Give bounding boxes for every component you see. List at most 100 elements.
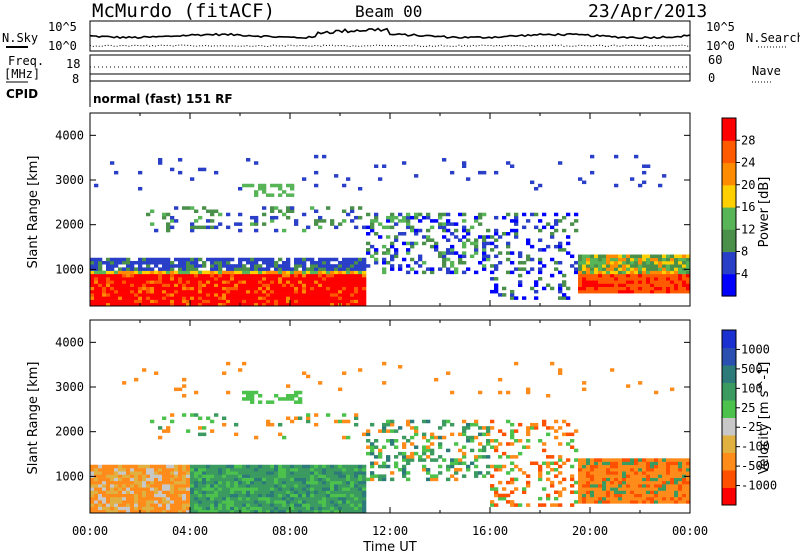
power-cell [406, 215, 411, 220]
power-cell [266, 286, 271, 291]
velocity-cell [270, 477, 275, 482]
velocity-cell [134, 474, 139, 478]
power-cell [274, 280, 279, 284]
power-cell [442, 212, 447, 217]
power-cell [354, 267, 359, 271]
velocity-cell [106, 471, 111, 475]
power-cell [462, 212, 467, 217]
power-cell [538, 260, 543, 265]
power-cell [370, 225, 375, 230]
power-cell [294, 219, 299, 223]
velocity-cell [202, 490, 207, 494]
velocity-cell [666, 471, 671, 475]
power-cell [238, 264, 243, 268]
velocity-cell [358, 477, 363, 482]
velocity-cell [278, 493, 283, 498]
power-cell [210, 270, 215, 275]
velocity-cell [330, 496, 335, 501]
velocity-cell [242, 487, 247, 491]
velocity-cell [678, 493, 683, 498]
velocity-cell [602, 461, 607, 466]
power-cell [226, 277, 231, 281]
velocity-cell [202, 471, 207, 475]
power-cell [210, 219, 215, 223]
velocity-cell [578, 496, 583, 501]
power-cell [214, 267, 219, 271]
power-cell [362, 277, 367, 281]
velocity-cell [666, 493, 671, 498]
power-cell [562, 296, 567, 300]
power-cell [150, 296, 155, 300]
velocity-cell [638, 487, 643, 491]
power-cell [490, 248, 495, 252]
power-cell [462, 244, 467, 249]
power-cell [238, 257, 243, 262]
velocity-cell [302, 480, 307, 485]
velocity-cell [438, 442, 443, 446]
power-cell [302, 212, 307, 217]
power-cell [362, 299, 367, 304]
power-cell [462, 270, 467, 275]
power-cell [302, 289, 307, 294]
velocity-cell [582, 490, 587, 494]
velocity-cell [222, 474, 227, 478]
velocity-cell [310, 471, 315, 475]
velocity-cell [510, 477, 515, 482]
power-cell [162, 267, 167, 271]
velocity-cell [662, 461, 667, 466]
velocity-cell [142, 487, 147, 491]
power-cell [350, 296, 355, 300]
velocity-cell [466, 439, 471, 443]
velocity-cell [538, 471, 543, 475]
velocity-cell [118, 474, 123, 478]
power-cell [338, 286, 343, 291]
power-colorbar-swatch [722, 162, 736, 186]
power-cell [262, 296, 267, 300]
power-cell [186, 257, 191, 262]
power-cell [374, 215, 379, 220]
power-cell [482, 248, 487, 252]
power-cell [394, 222, 399, 226]
power-cell [642, 273, 647, 278]
power-cell [670, 270, 675, 275]
power-cell [426, 228, 431, 233]
power-cell [418, 254, 423, 259]
nsky-trace [89, 27, 691, 40]
power-cell [214, 209, 219, 214]
power-cell [170, 273, 175, 278]
power-cell [370, 244, 375, 249]
velocity-cell [158, 509, 163, 514]
power-cell [462, 241, 467, 246]
velocity-cell [166, 426, 171, 430]
power-cell [610, 267, 615, 271]
power-cell [358, 280, 363, 284]
velocity-cell [218, 464, 223, 469]
power-cell [250, 289, 255, 294]
power-cell [146, 212, 151, 217]
power-cell [358, 277, 363, 281]
velocity-cell [98, 500, 103, 504]
velocity-cell [458, 458, 463, 462]
velocity-cell [166, 506, 171, 511]
velocity-cell [322, 467, 327, 472]
power-cell [166, 225, 171, 230]
velocity-cell [318, 480, 323, 485]
power-cell [274, 289, 279, 294]
velocity-cell [566, 442, 571, 446]
velocity-cell [590, 480, 595, 485]
power-cell [114, 289, 119, 294]
velocity-cell [626, 500, 631, 504]
velocity-cell [250, 500, 255, 504]
power-cell [530, 212, 535, 217]
power-colorbar-tick-label: 28 [741, 133, 755, 147]
power-cell [342, 209, 347, 214]
velocity-cell [498, 429, 503, 433]
power-cell [606, 289, 611, 294]
velocity-cell [526, 480, 531, 485]
velocity-cell [230, 490, 235, 494]
velocity-cell [270, 506, 275, 511]
power-cell [194, 257, 199, 262]
velocity-cell [118, 471, 123, 475]
velocity-cell [646, 493, 651, 498]
